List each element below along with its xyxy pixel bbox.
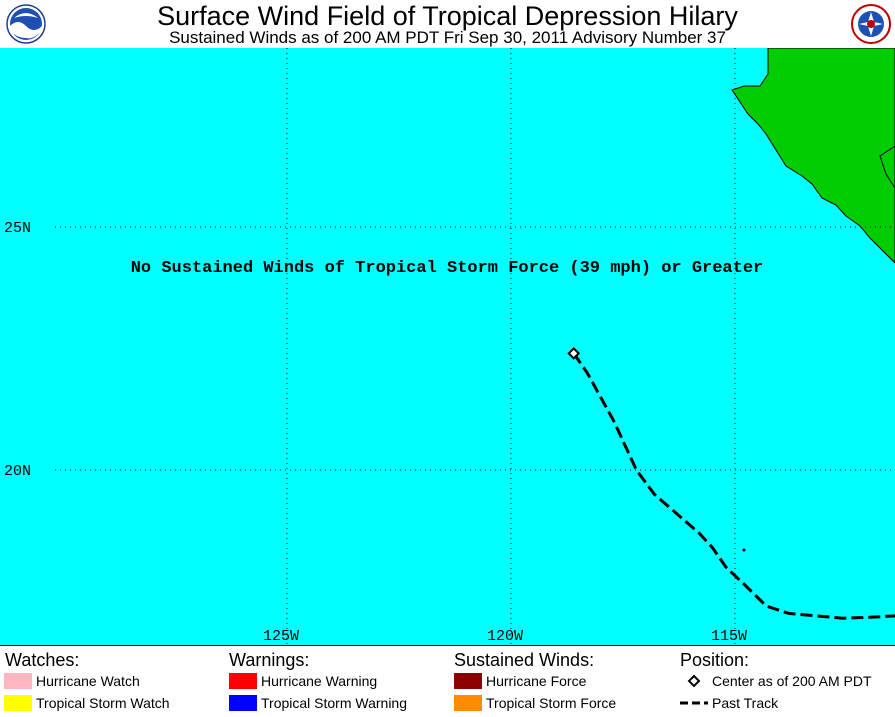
header: Surface Wind Field of Tropical Depressio… bbox=[0, 0, 895, 48]
tropical-storm-warning-label: Tropical Storm Warning bbox=[261, 695, 408, 711]
tropical-storm-watch-label: Tropical Storm Watch bbox=[36, 695, 170, 711]
socorro-island bbox=[742, 548, 746, 552]
tropical-storm-force-swatch bbox=[454, 695, 482, 711]
hurricane-watch-swatch bbox=[4, 673, 32, 689]
longitude-label: 120W bbox=[487, 628, 523, 645]
nws-logo-icon bbox=[851, 4, 891, 44]
page-subtitle: Sustained Winds as of 200 AM PDT Fri Sep… bbox=[169, 28, 726, 47]
hurricane-force-label: Hurricane Force bbox=[486, 673, 587, 689]
hurricane-warning-label: Hurricane Warning bbox=[261, 673, 378, 689]
legend: Watches: Hurricane Watch Tropical Storm … bbox=[0, 645, 895, 717]
grid-labels: 25N 20N 125W 120W 115W bbox=[4, 220, 747, 645]
lat-lon-grid bbox=[55, 48, 895, 645]
noaa-logo-icon bbox=[6, 4, 46, 44]
longitude-label: 115W bbox=[711, 628, 747, 645]
map-canvas: 25N 20N 125W 120W 115W No Sustained Winds of… bbox=[0, 47, 895, 645]
longitude-label: 125W bbox=[263, 628, 299, 645]
hurricane-watch-label: Hurricane Watch bbox=[36, 673, 140, 689]
past-track-label: Past Track bbox=[712, 695, 779, 711]
no-tropical-storm-winds-note: No Sustained Winds of Tropical Storm For… bbox=[131, 259, 764, 278]
hurricane-warning-swatch bbox=[229, 673, 257, 689]
center-diamond-icon bbox=[687, 674, 701, 688]
storm-center-marker bbox=[567, 346, 581, 360]
latitude-label: 20N bbox=[4, 463, 31, 480]
past-track-dash-icon bbox=[680, 701, 708, 705]
tropical-storm-watch-swatch bbox=[4, 695, 32, 711]
position-heading: Position: bbox=[680, 650, 750, 670]
baja-california-landmass bbox=[731, 47, 895, 264]
ocean-area bbox=[0, 48, 895, 645]
warnings-heading: Warnings: bbox=[229, 650, 310, 670]
mainland-mexico-coast bbox=[879, 145, 895, 189]
tropical-storm-force-label: Tropical Storm Force bbox=[486, 695, 617, 711]
latitude-label: 25N bbox=[4, 220, 31, 237]
hurricane-force-swatch bbox=[454, 673, 482, 689]
watches-heading: Watches: bbox=[5, 650, 80, 670]
page-title: Surface Wind Field of Tropical Depressio… bbox=[157, 1, 738, 31]
center-position-label: Center as of 200 AM PDT bbox=[712, 673, 872, 689]
tropical-storm-warning-swatch bbox=[229, 695, 257, 711]
wind-field-map: 25N 20N 125W 120W 115W No Sustained Winds of… bbox=[0, 47, 895, 645]
sustained-winds-heading: Sustained Winds: bbox=[454, 650, 595, 670]
